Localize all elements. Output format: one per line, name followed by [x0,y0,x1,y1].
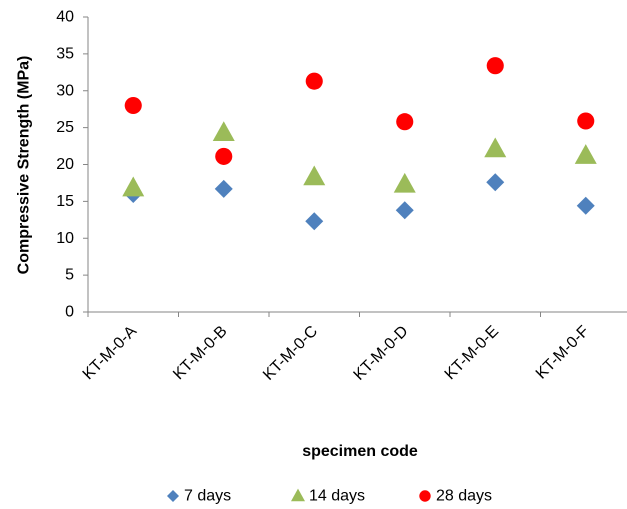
data-point-7-days [486,173,505,192]
axes [87,17,627,313]
data-point-7-days [214,179,233,198]
data-point-14-days [574,144,597,164]
legend-marker-28-days [419,490,431,502]
data-point-7-days [395,201,414,220]
data-points [122,57,597,231]
data-point-28-days [305,72,323,90]
data-point-14-days [303,165,326,186]
legend-label-7-days: 7 days [184,488,231,505]
legend-label-14-days: 14 days [309,488,365,505]
x-tick-label: KT-M-0-E [442,323,502,383]
x-axis-title: specimen code [302,443,418,460]
legend-label-28-days: 28 days [436,488,492,505]
x-tick-label: KT-M-0-C [260,323,321,384]
y-tick-label: 5 [65,267,74,284]
data-point-28-days [124,96,142,115]
y-tick-label: 35 [56,45,74,62]
data-point-28-days [577,112,595,130]
y-tick-label: 40 [56,9,74,26]
data-point-14-days [212,121,235,142]
y-tick-label: 20 [56,156,74,173]
y-tick-label: 10 [56,230,74,247]
x-ticks: KT-M-0-A KT-M-0-B KT-M-0-C KT-M-0-D KT-M-0-E… [80,312,593,384]
y-ticks: 0 5 10 15 20 25 30 35 40 [56,9,88,321]
x-tick-label: KT-M-0-F [533,323,593,383]
legend-marker-14-days [291,488,305,502]
data-point-14-days [484,137,507,158]
y-tick-label: 0 [65,304,74,321]
data-point-14-days [122,176,145,197]
y-tick-label: 25 [56,119,74,136]
data-point-7-days [305,212,324,231]
x-tick-label: KT-M-0-A [80,323,141,384]
data-point-7-days [576,196,595,215]
y-axis-title: Compressive Strength (MPa) [16,56,33,275]
x-tick-label: KT-M-0-D [351,323,412,384]
x-tick-label: KT-M-0-B [170,323,230,383]
legend-marker-7-days [167,490,179,502]
y-tick-label: 15 [56,193,74,210]
data-point-14-days [393,172,416,193]
y-tick-label: 30 [56,82,74,99]
data-point-28-days [486,57,504,75]
data-point-28-days [215,147,233,165]
data-point-28-days [396,113,414,131]
legend: 7 days 14 days 28 days [167,488,492,505]
